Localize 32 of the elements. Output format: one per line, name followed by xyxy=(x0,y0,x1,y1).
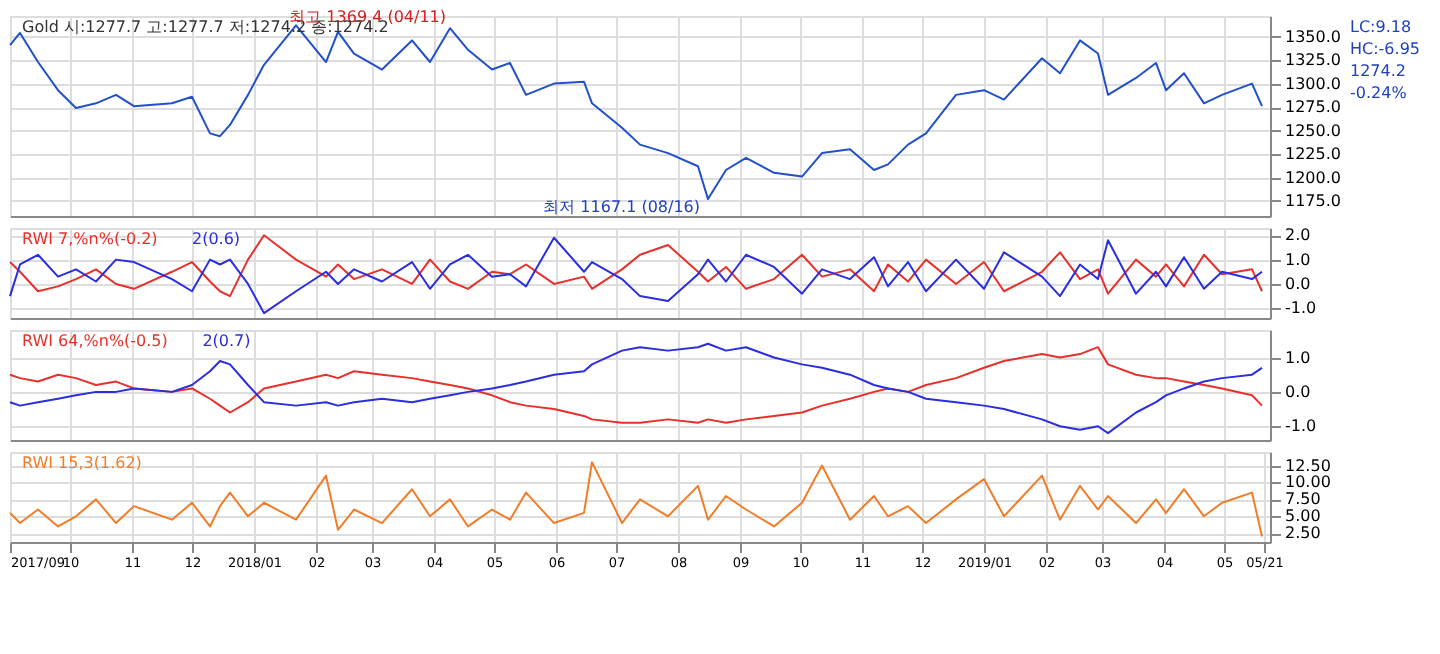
series-label: 2(0.6) xyxy=(192,230,241,248)
y-tick-label: 1350.0 xyxy=(1285,27,1341,46)
text: -0.24% xyxy=(1350,84,1408,102)
series-label: RWI 64,%n%(-0.5) xyxy=(22,332,168,350)
y-tick-label: -1.0 xyxy=(1285,299,1317,318)
y-tick-label: 1200.0 xyxy=(1285,168,1341,187)
y-tick-label: 1300.0 xyxy=(1285,74,1341,93)
series-label: 2(0.7) xyxy=(202,332,251,350)
y-tick-label: 0.0 xyxy=(1285,382,1311,401)
text: LC:9.18 xyxy=(1350,18,1412,36)
y-tick-label: 1.0 xyxy=(1285,348,1311,367)
line-series xyxy=(9,234,1263,298)
line-series xyxy=(9,346,1263,424)
series-label: RWI 7,%n%(-0.2) xyxy=(22,230,158,248)
y-tick-label: 12.50 xyxy=(1285,456,1331,475)
y-tick-label: 1325.0 xyxy=(1285,51,1341,70)
text: HC:-6.95 xyxy=(1350,40,1420,58)
text: 1274.2 xyxy=(1350,62,1406,80)
y-tick-label: 2.50 xyxy=(1285,524,1321,543)
y-tick-label: 7.50 xyxy=(1285,490,1321,509)
y-tick-label: 1175.0 xyxy=(1285,191,1341,210)
y-tick-label: 1275.0 xyxy=(1285,98,1341,117)
y-tick-label: 5.00 xyxy=(1285,507,1321,526)
annotation: 최저 1167.1 (08/16) xyxy=(543,198,700,217)
y-tick-label: 1250.0 xyxy=(1285,121,1341,140)
y-tick-label: 0.0 xyxy=(1285,274,1311,293)
y-tick-label: -1.0 xyxy=(1285,417,1317,436)
y-tick-label: 1.0 xyxy=(1285,250,1311,269)
y-tick-label: 10.00 xyxy=(1285,473,1331,492)
y-tick-label: 2.0 xyxy=(1285,226,1311,245)
y-tick-label: 1225.0 xyxy=(1285,145,1341,164)
text: RWI 15,3(1.62) xyxy=(22,454,142,472)
